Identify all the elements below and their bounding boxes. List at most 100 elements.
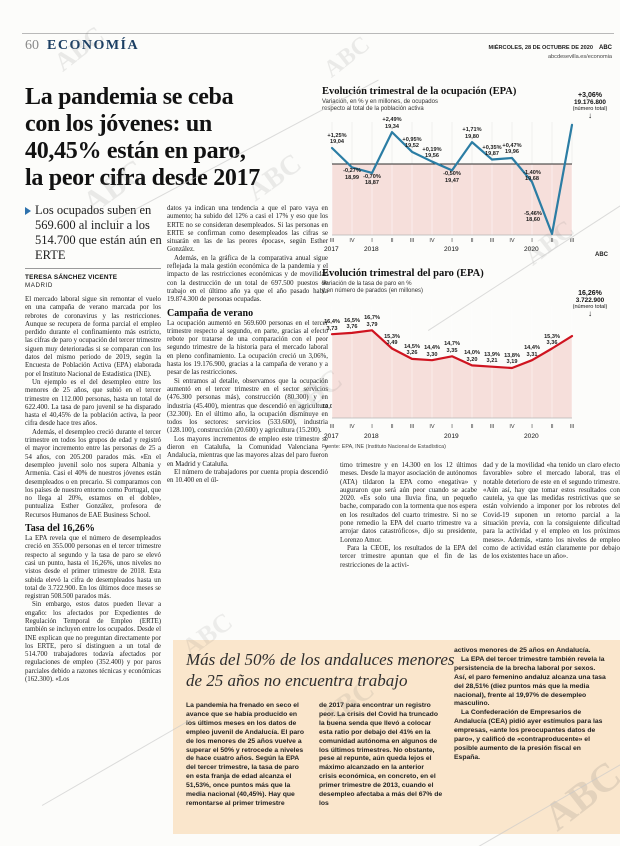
chart-title: Evolución trimestral de la ocupación (EP…	[322, 86, 517, 97]
paragraph: timo trimestre y en 14.300 en los 12 últ…	[340, 462, 477, 544]
x-axis-quarter: III	[329, 424, 335, 430]
paragraph: El mercado laboral sigue sin remontar el…	[25, 296, 161, 378]
data-point-label: +0,95% 19,52	[402, 136, 422, 150]
paragraph: de 2017 para encontrar un registro peor.…	[319, 702, 443, 807]
x-axis-year: 2020	[524, 246, 539, 253]
standfirst-text: Los ocupados suben en 569.600 al incluir…	[35, 203, 162, 262]
chart-annotation: 16,26% 3.722.900 (número total) ↓	[558, 290, 620, 318]
body-column-2: datos ya indican una tendencia a que el …	[167, 205, 328, 657]
data-point-label: -0,50% 19,47	[443, 171, 461, 184]
x-axis-year: 2019	[444, 246, 459, 253]
x-axis-quarter: I	[531, 424, 533, 430]
paragraph: datos ya indican una tendencia a que el …	[167, 205, 328, 254]
data-point-label: 14,4% 3,31	[524, 345, 540, 358]
column-subhead: Tasa del 16,26%	[25, 523, 95, 535]
baseline-label: 10,0%	[322, 404, 338, 410]
x-axis-quarter: I	[371, 424, 373, 430]
data-point-label: 15,3% 3,36	[544, 333, 560, 346]
x-axis-quarter: II	[550, 238, 554, 244]
down-arrow-icon: ↓	[588, 309, 592, 318]
data-point-label: 14,7% 3,35	[444, 341, 460, 354]
data-point-label: -0,70% 18,87	[363, 173, 381, 187]
body-column-1: El mercado laboral sigue sin remontar el…	[25, 296, 161, 834]
byline-rule	[25, 268, 161, 269]
x-axis-quarter: IV	[349, 238, 355, 244]
x-axis-quarter: I	[451, 238, 453, 244]
paragraph: dad y de la movilidad «ha tenido un clar…	[483, 462, 620, 561]
bullet-arrow-icon	[25, 207, 31, 215]
chart-credit: ABC	[595, 252, 608, 258]
site-url: abcdesevilla.es/economia	[547, 54, 612, 60]
x-axis-quarter: II	[470, 424, 474, 430]
paragraph: Sin embargo, estos datos pueden llevar a…	[25, 601, 161, 684]
edition-date: MIÉRCOLES, 28 DE OCTUBRE DE 2020	[488, 45, 593, 51]
section-title: ECONOMÍA	[47, 38, 140, 53]
x-axis-quarter: II	[390, 424, 394, 430]
data-point-label: +1,25% 19,04	[327, 133, 347, 146]
author-location: MADRID	[25, 282, 54, 289]
x-axis-quarter: III	[409, 238, 415, 244]
x-axis-quarter: III	[409, 424, 415, 430]
unemployment-chart: Evolución trimestral del paro (EPA) Vari…	[322, 268, 620, 454]
data-point-label: +2,49% 19,34	[382, 117, 402, 130]
brand-logo: ABC	[599, 45, 612, 51]
x-axis-year: 2020	[524, 433, 539, 440]
paragraph: Un ejemplo es el del desempleo entre los…	[25, 378, 161, 428]
data-point-label: 13,9% 3,21	[484, 351, 500, 365]
paragraph: El número de trabajadores por cuenta pro…	[167, 468, 328, 485]
page-number: 60	[25, 38, 39, 53]
text-line: la peor cifra desde 2017	[25, 165, 260, 191]
x-axis-quarter: III	[329, 238, 335, 244]
text-line: Más del 50% de los andaluces menores	[186, 650, 455, 669]
data-point-label: 13,8% 3,19	[504, 353, 520, 366]
data-point-label: 14,5% 3,26	[404, 343, 420, 357]
x-axis-quarter: IV	[429, 238, 435, 244]
standfirst: Los ocupados suben en 569.600 al incluir…	[25, 203, 165, 263]
x-axis-quarter: II	[470, 238, 474, 244]
box-column-a: La pandemia ha frenado en seco el avance…	[186, 702, 308, 828]
data-point-label: 14,4% 3,30	[424, 345, 440, 358]
occupation-chart: Evolución trimestral de la ocupación (EP…	[322, 86, 620, 264]
chart-title: Evolución trimestral del paro (EPA)	[322, 268, 484, 279]
x-axis-quarter: I	[451, 424, 453, 430]
text-line: 40,45% están en paro,	[25, 138, 246, 164]
x-axis-quarter: I	[531, 238, 533, 244]
x-axis-year: 2018	[364, 246, 379, 253]
data-point-label: 14,0% 3,20	[464, 350, 480, 363]
byline: TERESA SÁNCHEZ VICENTE MADRID	[25, 274, 117, 289]
x-axis-quarter: III	[569, 424, 575, 430]
data-point-label: -0,27% 18,99	[343, 168, 361, 181]
paragraph: activos menores de 25 años en Andalucía.	[454, 647, 591, 654]
paragraph: La pandemia ha frenado en seco el avance…	[186, 702, 304, 807]
highlight-box: Más del 50% de los andaluces menores de 2…	[173, 640, 620, 834]
paragraph: Además, el desempleo creció durante el t…	[25, 428, 161, 519]
author-name: TERESA SÁNCHEZ VICENTE	[25, 274, 118, 281]
body-column-4: timo trimestre y en 14.300 en los 12 últ…	[340, 462, 477, 660]
down-arrow-icon: ↓	[588, 111, 592, 120]
paragraph: Los mayores incrementos de empleo este t…	[167, 435, 328, 468]
data-point-label: 16,7% 3,79	[364, 315, 380, 328]
x-axis-quarter: IV	[429, 424, 435, 430]
text-line: La pandemia se ceba	[25, 84, 234, 110]
data-point-label: 16,4% 3,73	[324, 319, 340, 332]
data-point-label: -1,40% 19,68	[523, 169, 541, 183]
box-column-b: de 2017 para encontrar un registro peor.…	[319, 702, 443, 828]
headline: La pandemia se ceba con los jóvenes: un 40…	[25, 84, 337, 192]
x-axis-quarter: IV	[509, 424, 515, 430]
x-axis-year: 2017	[324, 246, 339, 253]
chart-annotation: +3,06% 19.176.800 (número total) ↓	[558, 92, 620, 120]
paragraph: La ocupación aumentó en 569.600 personas…	[167, 319, 328, 377]
box-column-c: activos menores de 25 años en Andalucía.…	[454, 647, 608, 829]
x-axis-quarter: IV	[509, 238, 515, 244]
paragraph: Para la CEOE, los resultados de la EPA d…	[340, 544, 477, 569]
data-point-label: +0,47% 19,96	[502, 142, 522, 156]
data-point-label: 16,5% 3,76	[344, 317, 360, 331]
paragraph: La Confederación de Empresarios de Andal…	[454, 709, 603, 761]
data-point-label: +0,35% 19,87	[482, 144, 502, 157]
x-axis-year: 2019	[444, 433, 459, 440]
paragraph: Si entramos al detalle, observamos que l…	[167, 377, 328, 435]
x-axis-quarter: III	[569, 238, 575, 244]
data-point-label: 15,3% 3,49	[384, 333, 400, 346]
chart-source: Fuente: EPA, INE (Instituto Nacional de …	[322, 444, 446, 450]
